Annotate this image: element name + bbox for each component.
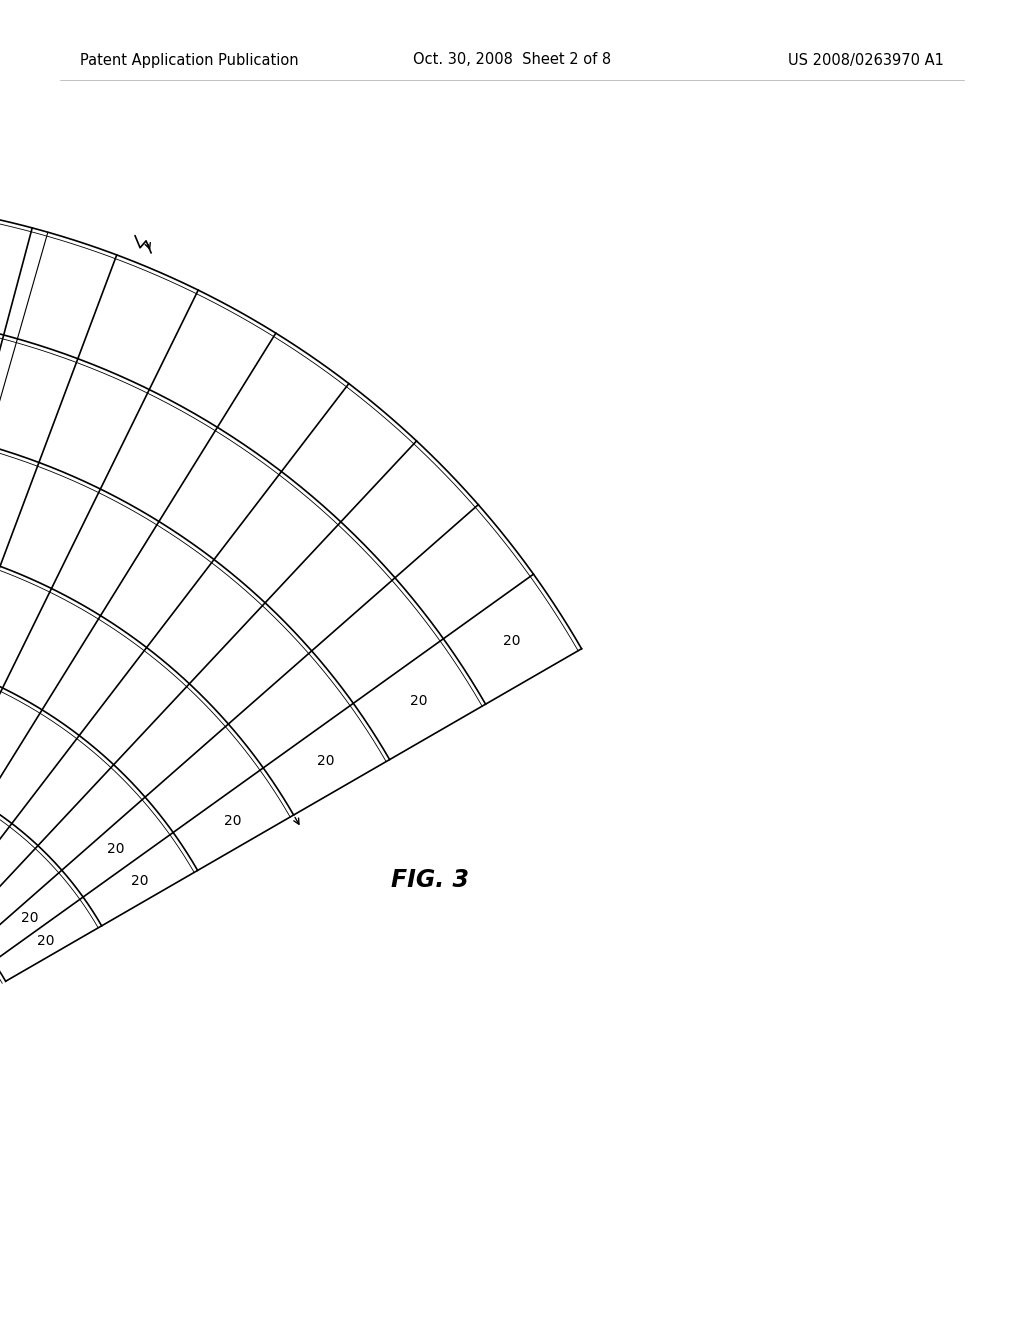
Text: Patent Application Publication: Patent Application Publication xyxy=(80,53,299,67)
Text: 20: 20 xyxy=(410,694,427,708)
Text: 20: 20 xyxy=(223,814,242,828)
Text: 20: 20 xyxy=(503,634,520,648)
Text: 20: 20 xyxy=(38,935,55,948)
Text: Oct. 30, 2008  Sheet 2 of 8: Oct. 30, 2008 Sheet 2 of 8 xyxy=(413,53,611,67)
Text: 20: 20 xyxy=(130,874,148,888)
Text: FIG. 3: FIG. 3 xyxy=(391,869,469,892)
Text: US 2008/0263970 A1: US 2008/0263970 A1 xyxy=(788,53,944,67)
Text: 20: 20 xyxy=(108,842,125,855)
Text: 20: 20 xyxy=(20,911,38,925)
Text: 20: 20 xyxy=(316,754,335,768)
